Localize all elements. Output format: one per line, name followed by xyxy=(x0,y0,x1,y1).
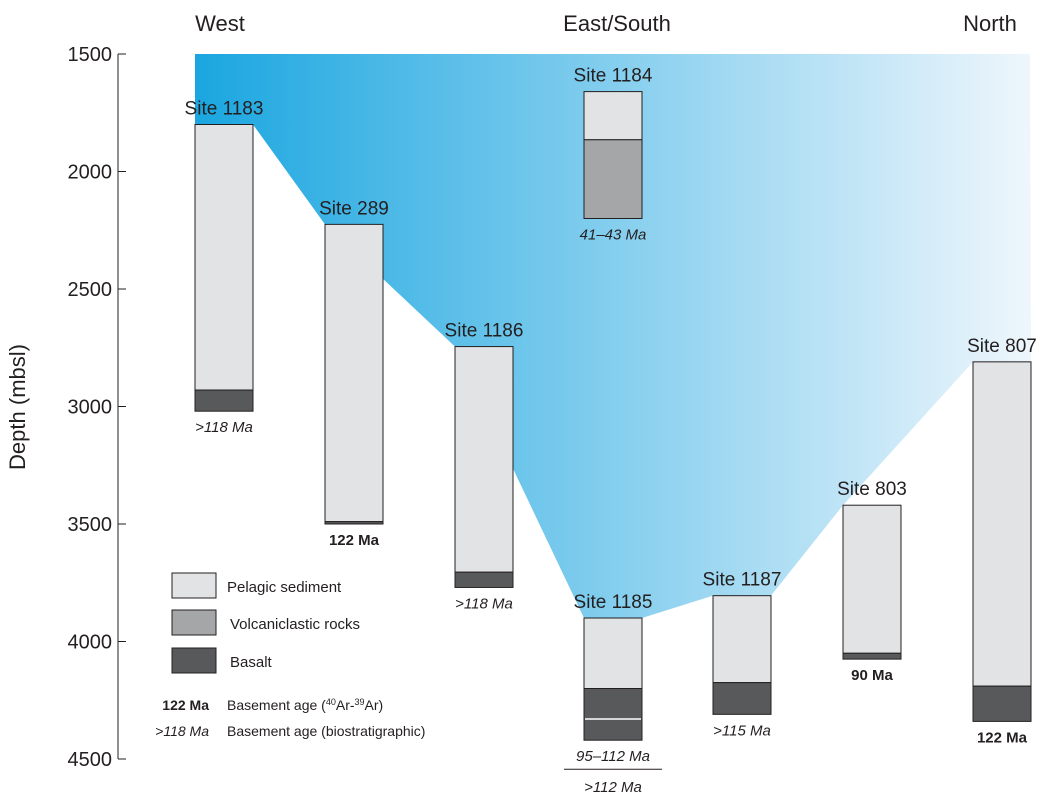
unit-basalt xyxy=(194,389,254,412)
site-column-site-807: Site 807 122 Ma xyxy=(967,336,1037,747)
y-tick-label: 3500 xyxy=(68,514,113,536)
y-tick-label: 2000 xyxy=(68,162,113,184)
age-legend-desc-biostratigraphic: Basement age (biostratigraphic) xyxy=(227,723,425,739)
region-headers: West East/South North xyxy=(195,11,1017,36)
basement-age-label: 122 Ma xyxy=(977,729,1028,746)
region-header-north: North xyxy=(963,11,1017,36)
unit-basalt xyxy=(583,688,643,741)
y-tick-label: 4000 xyxy=(68,632,113,654)
basement-age-label: 90 Ma xyxy=(851,667,893,684)
unit-pelagic xyxy=(972,361,1032,687)
site-column-site-803: Site 803 90 Ma xyxy=(837,479,907,684)
legend-label-volcaniclastic: Volcaniclastic rocks xyxy=(230,616,360,633)
unit-pelagic xyxy=(583,91,643,141)
site-column-site-1185: Site 1185 95–112 Ma >112 Ma xyxy=(564,592,662,796)
lithology-legend: Pelagic sediment Volcaniclastic rocks Ba… xyxy=(171,572,360,674)
region-header-east-south: East/South xyxy=(563,11,671,36)
site-label: Site 1183 xyxy=(185,99,264,120)
unit-pelagic xyxy=(194,124,254,391)
unit-basalt xyxy=(454,571,514,588)
site-label: Site 1185 xyxy=(574,592,653,613)
basement-age-label: 122 Ma xyxy=(329,532,380,549)
site-label: Site 289 xyxy=(319,198,389,219)
age-legend-desc-radiometric: Basement age (40Ar-39Ar) xyxy=(227,697,383,713)
basement-age-label: >115 Ma xyxy=(713,722,771,739)
y-axis-title: Depth (mbsl) xyxy=(5,344,30,470)
legend-label-basalt: Basalt xyxy=(230,654,273,671)
unit-pelagic xyxy=(583,617,643,689)
basement-age-label: >112 Ma xyxy=(584,779,642,796)
site-column-site-1187: Site 1187 >115 Ma xyxy=(703,570,782,740)
site-column-site-1184: Site 1184 41–43 Ma xyxy=(574,66,653,244)
age-legend-sample-radiometric: 122 Ma xyxy=(162,697,209,713)
site-column-site-1183: Site 1183 >118 Ma xyxy=(185,99,264,437)
y-tick-label: 3000 xyxy=(68,397,113,419)
basement-age-label: >118 Ma xyxy=(455,595,513,612)
site-label: Site 1184 xyxy=(574,66,653,87)
site-column-site-289: Site 289 122 Ma xyxy=(319,198,389,549)
y-tick-label: 4500 xyxy=(68,749,113,771)
site-label: Site 807 xyxy=(967,336,1037,357)
site-columns: Site 1183 >118 Ma Site 289 122 Ma Site 1186 >… xyxy=(185,66,1037,797)
y-tick-label: 1500 xyxy=(68,44,113,66)
site-label: Site 1186 xyxy=(445,321,524,342)
depth-envelope-shading xyxy=(195,54,1031,618)
unit-pelagic xyxy=(324,223,384,523)
basement-age-label: 41–43 Ma xyxy=(580,227,647,244)
unit-basalt xyxy=(712,682,772,715)
y-tick-label: 2500 xyxy=(68,279,113,301)
basement-age-label: 95–112 Ma xyxy=(576,748,650,765)
unit-basalt xyxy=(842,652,902,660)
site-column-site-1186: Site 1186 >118 Ma xyxy=(445,321,524,613)
unit-pelagic xyxy=(712,595,772,684)
legend-swatch-pelagic xyxy=(171,572,217,599)
age-legend: 122 Ma Basement age (40Ar-39Ar) >118 Ma … xyxy=(155,697,425,739)
unit-pelagic xyxy=(842,504,902,654)
unit-basalt xyxy=(972,685,1032,722)
site-label: Site 803 xyxy=(837,479,907,500)
unit-volcaniclastic xyxy=(583,139,643,219)
legend-swatch-basalt xyxy=(171,647,217,674)
basement-age-label: >118 Ma xyxy=(195,419,253,436)
legend-swatch-volcaniclastic xyxy=(171,609,217,636)
unit-basalt xyxy=(324,521,384,525)
site-label: Site 1187 xyxy=(703,570,782,591)
y-axis: 1500 2000 2500 3000 3500 4000 4500 xyxy=(68,44,126,771)
legend-label-pelagic: Pelagic sediment xyxy=(227,579,342,596)
age-legend-sample-biostratigraphic: >118 Ma xyxy=(155,723,209,739)
unit-pelagic xyxy=(454,346,514,573)
region-header-west: West xyxy=(195,11,245,36)
